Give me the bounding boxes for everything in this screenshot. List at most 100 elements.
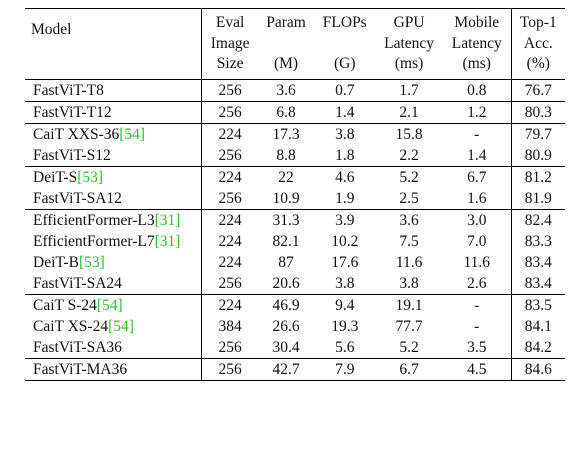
cell-top1: 79.7 bbox=[511, 122, 565, 145]
cell-gpu: 1.7 bbox=[375, 78, 443, 101]
cell-param: 82.1 bbox=[272, 232, 300, 250]
table-row: EfficientFormer-L3[31] 224 31.3 3.9 3.6 3.0 82… bbox=[25, 208, 565, 231]
header-gpu-line3: (ms) bbox=[394, 55, 424, 72]
cell-gpu: 11.6 bbox=[395, 253, 423, 271]
cell-mobile: - bbox=[442, 122, 512, 145]
table-header: Model Eval Image Size Param (M) FLOPs (G… bbox=[25, 8, 565, 80]
cell-mobile: 4.5 bbox=[442, 357, 512, 380]
header-param: Param (M) bbox=[258, 9, 314, 80]
cell-top1: 80.3 bbox=[511, 100, 565, 123]
cell-model: CaiT XS-24[54] bbox=[25, 315, 203, 337]
table-row: EfficientFormer-L7[31] 224 82.1 10.2 7.5 7.0 8… bbox=[25, 230, 565, 252]
cell-param: 10.9 bbox=[272, 189, 300, 207]
model-name: FastViT-SA36 bbox=[33, 338, 122, 356]
header-gpu-latency: GPU Latency (ms) bbox=[375, 9, 443, 80]
header-eval-line1: Eval bbox=[215, 14, 245, 31]
cell-top1: 84.1 bbox=[524, 317, 552, 335]
citation-link[interactable]: [54] bbox=[108, 317, 134, 335]
header-row: Model Eval Image Size Param (M) FLOPs (G… bbox=[25, 8, 565, 80]
header-top1-line1: Top-1 bbox=[519, 14, 557, 31]
cell-param: 31.3 bbox=[257, 208, 315, 231]
header-flops-line1: FLOPs bbox=[322, 14, 367, 31]
cell-model: DeiT-S[53] bbox=[25, 165, 203, 188]
cell-flops: 3.8 bbox=[335, 274, 355, 292]
cell-model: FastViT-SA24 bbox=[25, 272, 203, 294]
cell-flops: 3.8 bbox=[314, 122, 376, 145]
citation-link[interactable]: [53] bbox=[78, 253, 105, 271]
citation-link[interactable]: [53] bbox=[77, 168, 104, 186]
cell-size: 224 bbox=[218, 232, 242, 250]
header-eval-image-size: Eval Image Size bbox=[202, 9, 258, 80]
cell-size: 224 bbox=[201, 293, 258, 316]
cell-param: 87 bbox=[278, 253, 294, 271]
cell-mobile: 1.6 bbox=[442, 187, 512, 209]
cell-gpu: 2.2 bbox=[399, 146, 419, 164]
header-param-line3: (M) bbox=[273, 55, 299, 72]
citation-link[interactable]: [54] bbox=[96, 296, 123, 314]
cell-model: FastViT-T8 bbox=[25, 78, 203, 101]
table-row: DeiT-S[53] 224 22 4.6 5.2 6.7 81.2 bbox=[25, 165, 565, 188]
cell-model: FastViT-T12 bbox=[25, 100, 203, 123]
header-mobile-line3: (ms) bbox=[462, 55, 491, 72]
comparison-table: Model Eval Image Size Param (M) FLOPs (G… bbox=[25, 8, 565, 381]
table-row: FastViT-SA36 256 30.4 5.6 5.2 3.5 84.2 bbox=[25, 336, 565, 358]
table-row: CaiT S-24[54] 224 46.9 9.4 19.1-83.5 bbox=[25, 293, 565, 316]
cell-size: 224 bbox=[201, 122, 258, 145]
header-model: Model bbox=[25, 8, 203, 79]
cell-mobile: 3.5 bbox=[442, 336, 512, 358]
cell-mobile: 3.0 bbox=[442, 208, 512, 231]
cell-size: 256 bbox=[218, 146, 242, 164]
model-name: CaiT XS-24 bbox=[33, 317, 109, 335]
cell-top1: 81.2 bbox=[511, 165, 565, 188]
cell-model: FastViT-SA12 bbox=[25, 187, 203, 209]
header-gpu-line2: Latency bbox=[384, 34, 435, 52]
cell-flops: 5.6 bbox=[335, 338, 355, 356]
citation-link[interactable]: [31] bbox=[154, 232, 181, 250]
cell-gpu: 3.8 bbox=[399, 274, 419, 292]
cell-mobile: 1.4 bbox=[442, 144, 512, 166]
cell-gpu: 3.6 bbox=[375, 208, 443, 231]
cell-param: 46.9 bbox=[257, 293, 315, 316]
cell-model: CaiT XXS-36[54] bbox=[25, 122, 203, 145]
header-top1-line2: Acc. bbox=[523, 34, 553, 52]
cell-top1: 82.4 bbox=[511, 208, 565, 231]
table-row: CaiT XXS-36[54] 224 17.3 3.8 15.8-79.7 bbox=[25, 122, 565, 145]
cell-gpu: 19.1 bbox=[375, 293, 443, 316]
header-eval-line3: Size bbox=[216, 55, 244, 72]
table-row: FastViT-T12 256 6.8 1.4 2.1 1.2 80.3 bbox=[25, 100, 565, 123]
cell-model: CaiT S-24[54] bbox=[25, 293, 203, 316]
cell-top1: 83.3 bbox=[524, 232, 552, 250]
header-mobile-line1: Mobile bbox=[454, 14, 500, 31]
model-name: FastViT-SA24 bbox=[33, 274, 122, 292]
cell-gpu: 2.5 bbox=[399, 189, 419, 207]
cell-mobile: 6.7 bbox=[442, 165, 512, 188]
cell-top1: 80.9 bbox=[524, 146, 552, 164]
cell-size: 256 bbox=[201, 100, 258, 123]
cell-top1: 83.4 bbox=[524, 253, 552, 271]
cell-flops: 10.2 bbox=[331, 232, 359, 250]
cell-size: 256 bbox=[201, 78, 258, 101]
table-row: DeiT-B[53] 224 87 17.6 11.6 11.6 83.4 bbox=[25, 251, 565, 273]
cell-param: 6.8 bbox=[257, 100, 315, 123]
citation-link[interactable]: [31] bbox=[154, 211, 181, 229]
cell-gpu: 5.2 bbox=[375, 165, 443, 188]
table-row: FastViT-SA12 256 10.9 1.9 2.5 1.6 81.9 bbox=[25, 187, 565, 209]
cell-flops: 7.9 bbox=[314, 357, 376, 380]
cell-param: 42.7 bbox=[257, 357, 315, 380]
header-mobile-line2: Latency bbox=[451, 34, 502, 52]
model-name: CaiT XXS-36 bbox=[33, 125, 120, 143]
cell-model: DeiT-B[53] bbox=[25, 251, 203, 273]
model-name: DeiT-S bbox=[33, 168, 78, 186]
cell-model: FastViT-SA36 bbox=[25, 336, 203, 358]
model-name: FastViT-S12 bbox=[33, 146, 111, 164]
model-name: EfficientFormer-L7 bbox=[33, 232, 155, 250]
cell-size: 224 bbox=[218, 253, 242, 271]
model-name: DeiT-B bbox=[33, 253, 79, 271]
cell-model: EfficientFormer-L7[31] bbox=[25, 230, 203, 252]
cell-flops: 1.8 bbox=[335, 146, 355, 164]
header-top1: Top-1 Acc. (%) bbox=[511, 9, 565, 80]
cell-gpu: 5.2 bbox=[399, 338, 419, 356]
citation-link[interactable]: [54] bbox=[119, 125, 146, 143]
table-row: FastViT-MA36 256 42.7 7.9 6.7 4.5 84.6 bbox=[25, 357, 565, 380]
cell-model: EfficientFormer-L3[31] bbox=[25, 208, 203, 231]
